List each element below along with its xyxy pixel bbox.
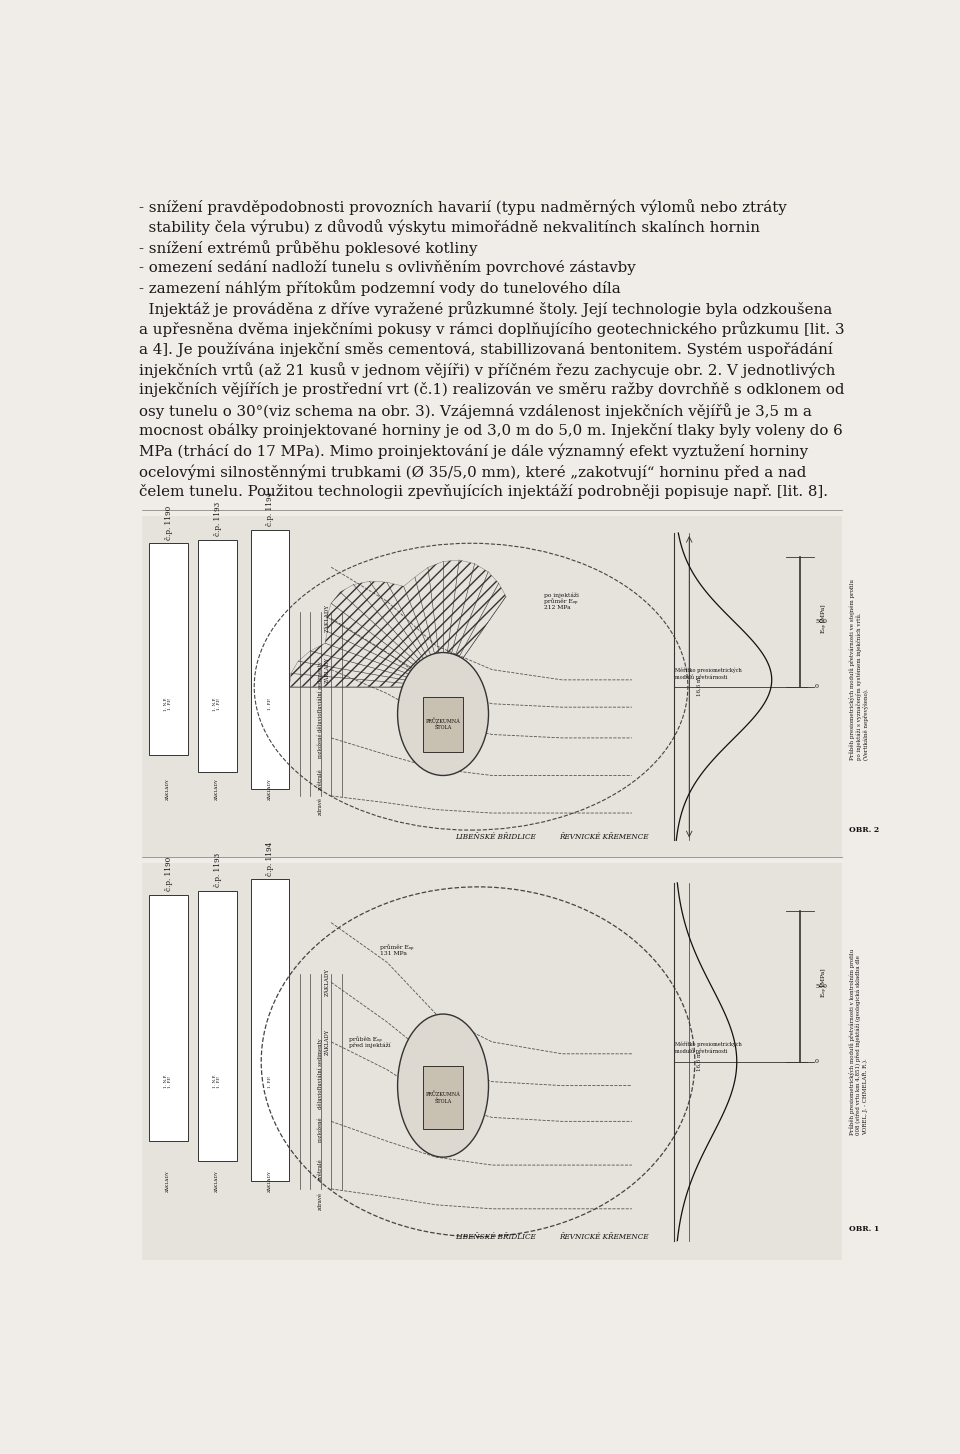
Text: Průběh presiometrických modulů přetvárnosti ve stejném profilu
po injektáži s vy: Průběh presiometrických modulů přetvárno…	[849, 579, 869, 760]
Text: osy tunelu o 30°(viz schema na obr. 3). Vzájemná vzdálenost injekčních vějířů je: osy tunelu o 30°(viz schema na obr. 3). …	[138, 403, 811, 419]
Text: Měřítko presiometrických
modulů přetvárnosti: Měřítko presiometrických modulů přetvárn…	[675, 667, 742, 680]
Text: a upřesněna dvěma injekčními pokusy v rámci doplňujícího geotechnického průzkumu: a upřesněna dvěma injekčními pokusy v rá…	[138, 321, 844, 337]
Text: zvětralé: zvětralé	[318, 768, 324, 790]
Text: ŘEVNICKÉ KŘEMENCE: ŘEVNICKÉ KŘEMENCE	[559, 1233, 649, 1240]
Text: děluviofluviální sedimenty: děluviofluviální sedimenty	[318, 1038, 324, 1109]
Text: Eₒₚ [MPa]: Eₒₚ [MPa]	[821, 968, 826, 996]
Text: ZÁKLADY: ZÁKLADY	[166, 1170, 170, 1192]
Text: 1. P.P.: 1. P.P.	[268, 698, 272, 710]
Text: č.p. 1190: č.p. 1190	[164, 506, 173, 539]
Ellipse shape	[397, 653, 489, 775]
Text: MPa (trhácí do 17 MPa). Mimo proinjektování je dále významný efekt vyztužení hor: MPa (trhácí do 17 MPa). Mimo proinjektov…	[138, 443, 807, 459]
Text: - zamezení náhlým přítokům podzemní vody do tunelového díla: - zamezení náhlým přítokům podzemní vody…	[138, 281, 620, 297]
Text: OBR. 1: OBR. 1	[849, 1224, 879, 1233]
Bar	[150, 894, 188, 1141]
Text: zvětralé: zvětralé	[318, 1159, 324, 1181]
Text: ZÁKLADY: ZÁKLADY	[268, 1170, 272, 1192]
Text: ZÁKLADY: ZÁKLADY	[268, 778, 272, 800]
Text: zdravé: zdravé	[318, 797, 324, 816]
Ellipse shape	[397, 1013, 489, 1157]
Text: č.p. 1193: č.p. 1193	[213, 853, 222, 887]
Text: č.p. 1193: č.p. 1193	[213, 503, 222, 537]
Text: čelem tunelu. Použitou technologii zpevňujících injektáží podrobněji popisuje na: čelem tunelu. Použitou technologii zpevň…	[138, 484, 828, 499]
Text: rozložené: rozložené	[318, 731, 324, 758]
Text: LIBEŇSKÉ BŘIDLICE: LIBEŇSKÉ BŘIDLICE	[455, 1233, 536, 1240]
Text: mocnost obálky proinjektované horniny je od 3,0 m do 5,0 m. Injekční tlaky byly : mocnost obálky proinjektované horniny je…	[138, 423, 842, 438]
Text: 0: 0	[815, 1060, 819, 1064]
Bar	[199, 891, 237, 1162]
Text: 16,6 m: 16,6 m	[697, 678, 702, 696]
Text: - snížení extrémů průběhu poklesové kotliny: - snížení extrémů průběhu poklesové kotl…	[138, 240, 477, 256]
Text: 1. N.P.
1. P.P.: 1. N.P. 1. P.P.	[213, 696, 222, 711]
Text: ZÁKLADY: ZÁKLADY	[166, 778, 170, 800]
Text: Injektáž je prováděna z dříve vyražené průzkumné štoly. Její technologie byla od: Injektáž je prováděna z dříve vyražené p…	[138, 301, 832, 317]
Text: injekčních vějířích je prostřední vrt (č.1) realizován ve směru ražby dovrchňě s: injekčních vějířích je prostřední vrt (č…	[138, 382, 844, 397]
Text: 1. N.P.
1. P.P.: 1. N.P. 1. P.P.	[213, 1075, 222, 1089]
Bar	[150, 544, 188, 755]
Text: 0: 0	[815, 685, 819, 689]
Text: OBR. 2: OBR. 2	[849, 826, 878, 835]
Bar	[251, 878, 289, 1181]
Text: Eₒₚ [MPa]: Eₒₚ [MPa]	[821, 603, 826, 632]
Text: ZÁKLADY: ZÁKLADY	[325, 968, 330, 996]
Text: 1. N.P.
1. P.P.: 1. N.P. 1. P.P.	[164, 1075, 173, 1089]
Text: stability čela výrubu) z důvodů výskytu mimořádně nekvalitínch skalínch hornin: stability čela výrubu) z důvodů výskytu …	[138, 220, 759, 236]
Text: ŘEVNICKÉ KŘEMENCE: ŘEVNICKÉ KŘEMENCE	[559, 833, 649, 840]
Text: PRŮZKUMNÁ
ŠTOLA: PRŮZKUMNÁ ŠTOLA	[425, 718, 461, 730]
Bar	[251, 529, 289, 790]
Text: 1. N.P.
1. P.P.: 1. N.P. 1. P.P.	[164, 696, 173, 711]
Bar	[423, 696, 463, 752]
Text: a 4]. Je používána injekční směs cementová, stabillizovaná bentonitem. Systém us: a 4]. Je používána injekční směs cemento…	[138, 342, 832, 356]
Text: průměr Eₒₚ
131 MPa: průměr Eₒₚ 131 MPa	[380, 945, 414, 957]
Text: PRŮZKUMNÁ
ŠTOLA: PRŮZKUMNÁ ŠTOLA	[425, 1092, 461, 1104]
Text: průběh Eₒₚ
před injektáží: průběh Eₒₚ před injektáží	[348, 1035, 391, 1048]
Text: č.p. 1194: č.p. 1194	[266, 842, 274, 875]
FancyBboxPatch shape	[142, 516, 842, 858]
Text: 16,6 m: 16,6 m	[697, 1053, 702, 1072]
Text: - snížení pravděpodobnosti provozních havarií (typu nadměrných výlomů nebo ztrát: - snížení pravděpodobnosti provozních ha…	[138, 199, 786, 215]
Text: LIBEŇSKÉ BŘIDLICE: LIBEŇSKÉ BŘIDLICE	[455, 833, 536, 840]
Text: č.p. 1190: č.p. 1190	[164, 858, 173, 891]
Bar	[199, 539, 237, 772]
Text: injekčních vrtů (až 21 kusů v jednom vějíři) v příčném řezu zachycuje obr. 2. V : injekčních vrtů (až 21 kusů v jednom věj…	[138, 362, 835, 378]
Text: ZÁKLADY: ZÁKLADY	[215, 778, 219, 800]
Text: ZÁKLADY: ZÁKLADY	[325, 605, 330, 632]
Text: ZÁKLADY: ZÁKLADY	[215, 1170, 219, 1192]
Text: Průběh presiometrických modulů přetvárnosti v kontrolním profilu
008 (střed vrtu: Průběh presiometrických modulů přetvárno…	[849, 949, 868, 1136]
Text: 1. P.P.: 1. P.P.	[268, 1076, 272, 1088]
Text: po injektáži
průměr Eₒₚ
212 MPa: po injektáži průměr Eₒₚ 212 MPa	[544, 592, 579, 611]
Text: zdravé: zdravé	[318, 1192, 324, 1210]
Text: č.p. 1194: č.p. 1194	[266, 491, 274, 526]
Text: ocelovými silnostěnnými trubkami (Ø 35/5,0 mm), které „zakotvují“ horninu před a: ocelovými silnostěnnými trubkami (Ø 35/5…	[138, 464, 806, 480]
Text: 500: 500	[815, 619, 828, 624]
Text: rozložené: rozložené	[318, 1117, 324, 1143]
Text: 500: 500	[815, 984, 828, 989]
Bar	[423, 1066, 463, 1130]
Text: ZÁKLADY: ZÁKLADY	[325, 1029, 330, 1056]
FancyBboxPatch shape	[142, 864, 842, 1261]
Text: ZÁKLADY: ZÁKLADY	[325, 657, 330, 683]
Text: děluviofluviální sedimenty: děluviofluviální sedimenty	[318, 662, 324, 733]
Text: Měřítko presiometrických
modulů přetvárnosti: Měřítko presiometrických modulů přetvárn…	[675, 1041, 742, 1054]
Text: - omezení sedání nadloží tunelu s ovlivňěním povrchové zástavby: - omezení sedání nadloží tunelu s ovlivň…	[138, 260, 636, 275]
